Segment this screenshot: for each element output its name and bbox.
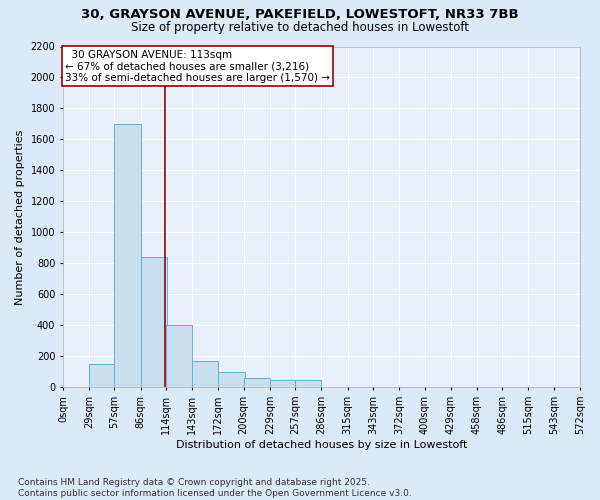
Bar: [244, 378, 270, 388]
Text: 30, GRAYSON AVENUE, PAKEFIELD, LOWESTOFT, NR33 7BB: 30, GRAYSON AVENUE, PAKEFIELD, LOWESTOFT…: [81, 8, 519, 20]
Bar: [295, 380, 322, 388]
X-axis label: Distribution of detached houses by size in Lowestoft: Distribution of detached houses by size …: [176, 440, 467, 450]
Bar: [140, 257, 167, 388]
Y-axis label: Number of detached properties: Number of detached properties: [15, 129, 25, 304]
Bar: [192, 361, 218, 388]
Text: Contains HM Land Registry data © Crown copyright and database right 2025.
Contai: Contains HM Land Registry data © Crown c…: [18, 478, 412, 498]
Bar: [218, 372, 245, 388]
Bar: [89, 364, 115, 388]
Bar: [115, 124, 140, 388]
Bar: [270, 380, 296, 388]
Bar: [166, 326, 192, 388]
Text: 30 GRAYSON AVENUE: 113sqm  
← 67% of detached houses are smaller (3,216)
33% of : 30 GRAYSON AVENUE: 113sqm ← 67% of detac…: [65, 50, 330, 83]
Text: Size of property relative to detached houses in Lowestoft: Size of property relative to detached ho…: [131, 21, 469, 34]
